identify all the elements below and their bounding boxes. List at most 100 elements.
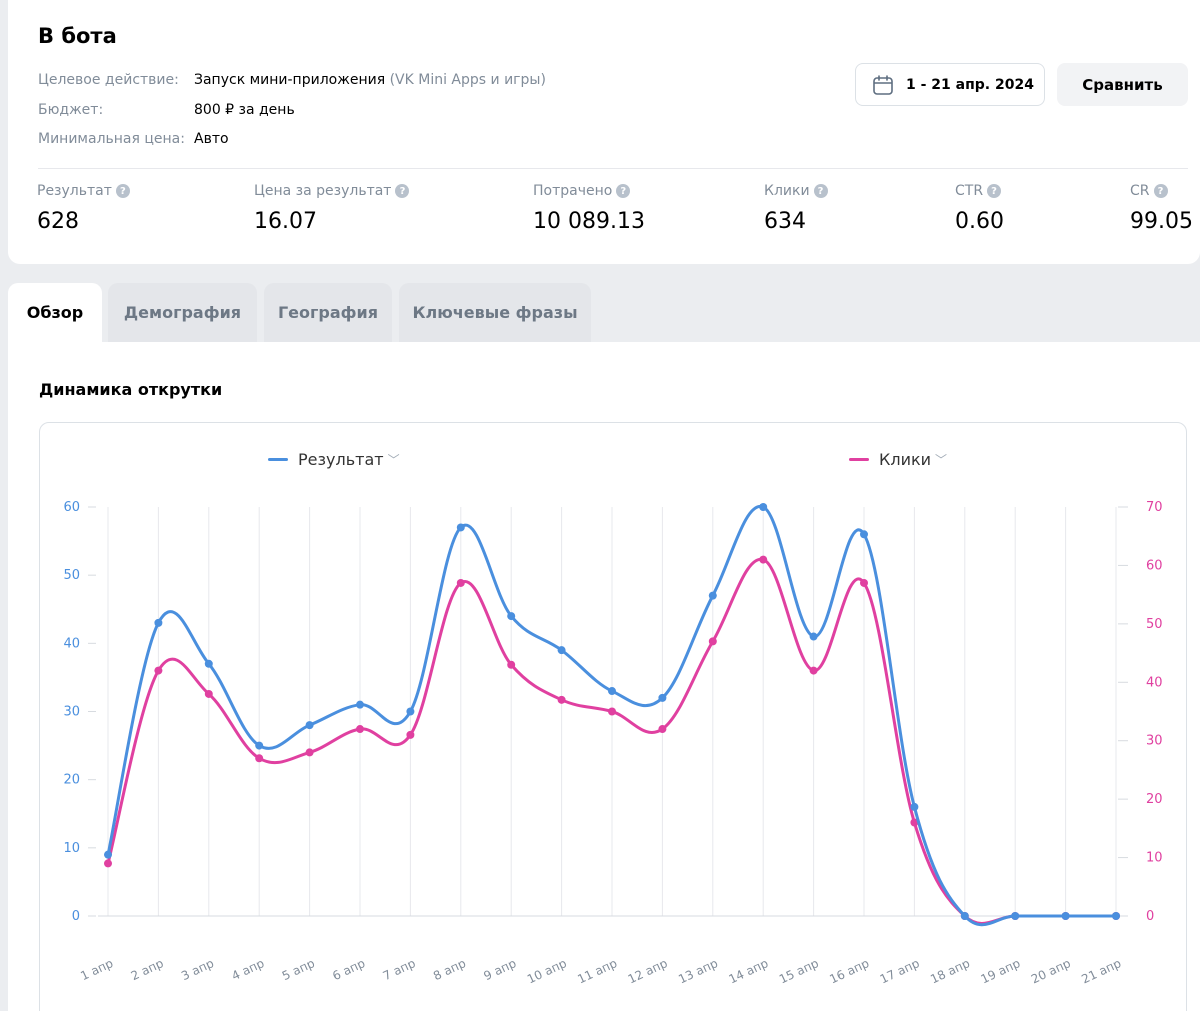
legend-result[interactable]: Результат ﹀ bbox=[268, 450, 400, 469]
metric-value: 628 bbox=[37, 209, 79, 234]
data-point-result bbox=[860, 530, 868, 539]
x-tick-label: 2 апр bbox=[129, 956, 166, 983]
info-value: Запуск мини-приложения (VK Mini Apps и и… bbox=[194, 72, 546, 88]
date-range-button[interactable]: 1 - 21 апр. 2024 bbox=[855, 63, 1045, 106]
right-tick-label: 30 bbox=[1146, 734, 1163, 749]
info-value: 800 ₽ за день bbox=[194, 102, 295, 118]
x-tick-label: 16 апр bbox=[827, 956, 871, 986]
data-point-result bbox=[406, 707, 415, 716]
right-tick-label: 20 bbox=[1146, 792, 1163, 807]
x-tick-label: 8 апр bbox=[431, 956, 468, 983]
data-point-result bbox=[507, 612, 516, 621]
data-point-clicks bbox=[910, 818, 919, 827]
chevron-down-icon: ﹀ bbox=[935, 453, 948, 467]
campaign-summary-card: В бота Целевое действие: Запуск мини-при… bbox=[8, 0, 1200, 264]
data-point-result bbox=[255, 741, 264, 750]
x-tick-label: 5 апр bbox=[280, 956, 317, 983]
left-tick-label: 0 bbox=[72, 909, 80, 924]
data-point-clicks bbox=[104, 859, 112, 868]
data-point-clicks bbox=[204, 689, 213, 698]
data-point-clicks bbox=[305, 748, 314, 757]
data-point-result bbox=[809, 632, 818, 641]
tab-keywords[interactable]: Ключевые фразы bbox=[399, 283, 591, 342]
page-title: В бота bbox=[38, 24, 117, 48]
x-tick-label: 20 апр bbox=[1029, 956, 1073, 986]
question-icon[interactable]: ? bbox=[115, 184, 130, 198]
overview-panel: Динамика открутки bbox=[8, 342, 1200, 1011]
data-point-clicks bbox=[658, 725, 667, 734]
data-point-result bbox=[658, 693, 667, 702]
tab-overview[interactable]: Обзор bbox=[8, 283, 102, 342]
metric-value: 634 bbox=[764, 209, 806, 234]
data-point-clicks bbox=[759, 555, 768, 564]
metric-result: Результат? 628 bbox=[37, 183, 130, 234]
right-tick-label: 50 bbox=[1146, 617, 1163, 632]
section-title: Динамика открутки bbox=[39, 380, 223, 399]
data-point-clicks bbox=[154, 666, 163, 675]
data-point-clicks bbox=[507, 660, 516, 669]
data-point-result bbox=[960, 912, 969, 920]
x-tick-label: 11 апр bbox=[575, 956, 619, 986]
data-point-result bbox=[608, 687, 616, 696]
right-tick-label: 60 bbox=[1146, 558, 1163, 573]
metric-label: Клики bbox=[764, 183, 810, 199]
data-point-clicks bbox=[356, 725, 364, 734]
left-tick-label: 60 bbox=[63, 500, 80, 515]
question-icon[interactable]: ? bbox=[987, 184, 1002, 198]
right-tick-label: 0 bbox=[1146, 909, 1154, 924]
info-key: Минимальная цена: bbox=[38, 131, 185, 147]
info-key: Бюджет: bbox=[38, 102, 104, 118]
data-point-clicks bbox=[557, 695, 566, 704]
question-icon[interactable]: ? bbox=[813, 184, 828, 198]
data-point-clicks bbox=[708, 637, 717, 646]
data-point-result bbox=[1112, 912, 1120, 920]
info-value: Авто bbox=[194, 131, 229, 147]
x-tick-label: 6 апр bbox=[330, 956, 367, 983]
data-point-clicks bbox=[255, 754, 264, 763]
data-point-clicks bbox=[860, 578, 868, 587]
legend-swatch bbox=[268, 458, 288, 461]
x-tick-label: 13 апр bbox=[676, 956, 720, 986]
chart-container bbox=[39, 422, 1187, 1011]
x-tick-label: 17 апр bbox=[878, 956, 922, 986]
calendar-icon bbox=[873, 74, 893, 95]
data-point-result bbox=[356, 700, 364, 709]
metric-label: CR bbox=[1130, 183, 1150, 199]
metric-label: Результат bbox=[37, 183, 112, 199]
question-icon[interactable]: ? bbox=[616, 184, 631, 198]
data-point-clicks bbox=[608, 707, 616, 716]
info-key: Целевое действие: bbox=[38, 72, 179, 88]
data-point-result bbox=[1011, 912, 1020, 920]
tab-demography[interactable]: Демография bbox=[108, 283, 257, 342]
metric-value: 99.05 bbox=[1130, 209, 1193, 234]
metric-label: Цена за результат bbox=[254, 183, 392, 199]
data-point-result bbox=[1061, 912, 1070, 920]
left-tick-label: 20 bbox=[63, 773, 80, 788]
data-point-result bbox=[708, 591, 717, 600]
metric-cr: CR? 99.05 bbox=[1130, 183, 1193, 234]
divider bbox=[38, 168, 1188, 169]
legend-label: Результат bbox=[298, 450, 384, 469]
right-tick-label: 10 bbox=[1146, 851, 1163, 866]
date-range-label: 1 - 21 апр. 2024 bbox=[906, 76, 1034, 93]
x-tick-label: 18 апр bbox=[928, 956, 972, 986]
legend-swatch bbox=[849, 458, 869, 461]
right-tick-label: 70 bbox=[1146, 500, 1163, 515]
metric-label: Потрачено bbox=[533, 183, 613, 199]
question-icon[interactable]: ? bbox=[1153, 184, 1168, 198]
x-tick-label: 14 апр bbox=[727, 956, 771, 986]
question-icon[interactable]: ? bbox=[395, 184, 410, 198]
data-point-clicks bbox=[809, 666, 818, 675]
data-point-result bbox=[104, 850, 112, 859]
data-point-result bbox=[910, 802, 919, 811]
x-tick-label: 21 апр bbox=[1079, 956, 1123, 986]
compare-button[interactable]: Сравнить bbox=[1057, 63, 1188, 106]
x-tick-label: 12 апр bbox=[626, 956, 670, 986]
tab-geography[interactable]: География bbox=[264, 283, 392, 342]
legend-clicks[interactable]: Клики ﹀ bbox=[849, 450, 947, 469]
x-tick-label: 19 апр bbox=[979, 956, 1023, 986]
data-point-result bbox=[204, 659, 213, 668]
data-point-clicks bbox=[456, 578, 465, 587]
x-tick-label: 4 апр bbox=[229, 956, 266, 983]
